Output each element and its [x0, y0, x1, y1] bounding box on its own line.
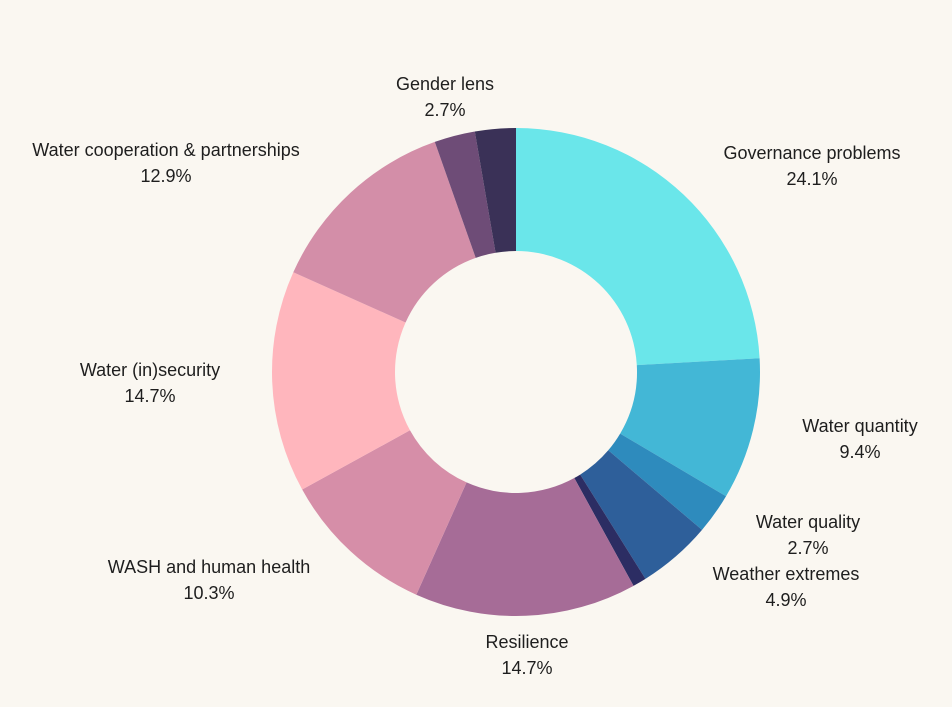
label-gender-lens: Gender lens 2.7% [396, 71, 494, 123]
slice-water-quality-2 [608, 433, 727, 530]
label-water-quality-name: Water quality [755, 512, 861, 532]
slice-weather-extremes-3 [580, 450, 703, 579]
label-water-quantity-name: Water quantity [802, 416, 918, 436]
slice-governance-problems-0 [516, 128, 760, 366]
slice-resilience-5 [416, 478, 634, 617]
label-resilience-name: Resilience [485, 632, 569, 652]
label-water-insecurity: Water (in)security 14.7% [80, 357, 220, 409]
slice-wash-and-human-health-6 [302, 430, 467, 595]
label-weather-extremes: Weather extremes 4.9% [713, 561, 860, 613]
slice-water-quantity-1 [620, 358, 760, 497]
label-water-insecurity-value: 14.7% [124, 386, 176, 406]
label-water-quality-value: 2.7% [787, 538, 829, 558]
slice-water-in-security-7 [271, 272, 410, 490]
label-water-cooperation: Water cooperation & partnerships 12.9% [32, 137, 299, 189]
label-water-cooperation-name: Water cooperation & partnerships [32, 140, 300, 160]
label-water-cooperation-value: 12.9% [140, 166, 192, 186]
label-wash-human-health-name: WASH and human health [107, 557, 311, 577]
label-governance-problems-value: 24.1% [786, 169, 838, 189]
label-wash-human-health: WASH and human health 10.3% [108, 554, 310, 606]
label-gender-lens-value: 2.7% [424, 100, 466, 120]
label-governance-problems-name: Governance problems [723, 143, 901, 163]
label-gender-lens-name: Gender lens [395, 74, 495, 94]
label-wash-human-health-value: 10.3% [183, 583, 235, 603]
label-resilience: Resilience 14.7% [485, 629, 568, 681]
label-resilience-value: 14.7% [501, 658, 553, 678]
label-water-quality: Water quality 2.7% [756, 509, 860, 561]
slice-unlabeled-4 [574, 474, 646, 586]
slice-water-cooperation-partnerships-8 [293, 141, 476, 323]
label-weather-extremes-name: Weather extremes [712, 564, 860, 584]
label-weather-extremes-value: 4.9% [765, 590, 807, 610]
label-water-quantity: Water quantity 9.4% [802, 413, 917, 465]
label-water-quantity-value: 9.4% [839, 442, 881, 462]
label-governance-problems: Governance problems 24.1% [723, 140, 900, 192]
label-water-insecurity-name: Water (in)security [79, 360, 221, 380]
slice-unlabeled-9 [434, 131, 496, 258]
slice-gender-lens-10 [474, 128, 516, 253]
